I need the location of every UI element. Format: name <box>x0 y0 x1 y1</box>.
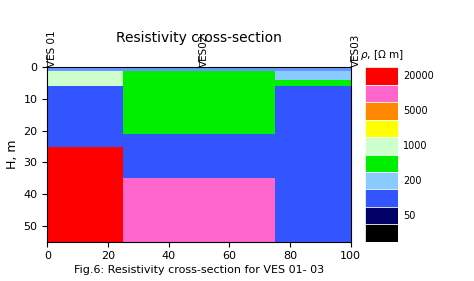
Bar <box>365 207 398 224</box>
Text: Fig.6: Resistivity cross-section for VES 01- 03: Fig.6: Resistivity cross-section for VES… <box>74 265 324 275</box>
Text: 200: 200 <box>403 176 422 186</box>
Bar <box>365 172 398 189</box>
Bar <box>123 71 275 87</box>
Bar <box>365 67 398 85</box>
Bar <box>365 155 398 172</box>
Bar <box>47 87 123 147</box>
Text: $\rho$, [$\Omega$ m]: $\rho$, [$\Omega$ m] <box>360 48 403 62</box>
Text: 20000: 20000 <box>403 71 434 81</box>
Bar <box>365 189 398 207</box>
Text: VES 01: VES 01 <box>47 31 57 67</box>
Bar <box>275 147 351 242</box>
Bar <box>47 71 123 87</box>
Bar <box>275 71 351 80</box>
Y-axis label: H, m: H, m <box>6 140 19 169</box>
Text: VES03: VES03 <box>351 34 361 67</box>
Text: 5000: 5000 <box>403 106 428 116</box>
Bar <box>123 134 275 178</box>
Bar <box>275 80 351 87</box>
Bar <box>365 224 398 242</box>
Bar <box>47 67 351 71</box>
Bar <box>365 102 398 120</box>
Bar <box>365 120 398 137</box>
Bar <box>365 85 398 102</box>
Bar <box>123 178 275 242</box>
Bar <box>275 87 351 147</box>
Title: Resistivity cross-section: Resistivity cross-section <box>116 31 282 46</box>
Bar <box>47 147 123 242</box>
Bar <box>123 87 275 134</box>
Text: 50: 50 <box>403 210 416 221</box>
Text: 1000: 1000 <box>403 141 428 151</box>
Bar <box>365 137 398 155</box>
Text: VES02: VES02 <box>199 34 209 67</box>
